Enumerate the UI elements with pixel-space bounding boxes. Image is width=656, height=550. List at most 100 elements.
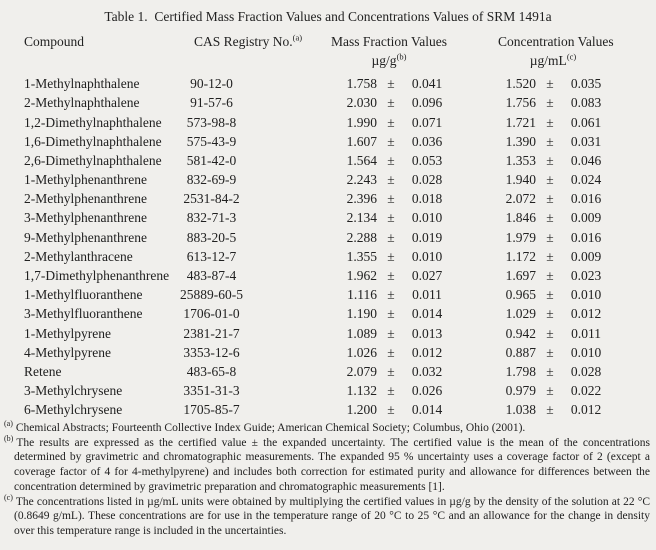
concentration-uncertainty: 0.016 xyxy=(570,191,602,207)
cas-cell: 2531-84-2 xyxy=(183,191,240,207)
mass-fraction-uncertainty: 0.010 xyxy=(411,210,443,226)
header-mass-fraction-unit: µg/g(b) xyxy=(294,50,449,69)
compound-cell: 1,7-Dimethylphenanthrene xyxy=(24,268,170,284)
certified-values-table: Compound CAS Registry No.(a) Mass Fracti… xyxy=(24,33,614,420)
table-row: 3-Methylchrysene 3351-31-3 1.132 ± 0.026… xyxy=(24,382,608,401)
concentration-value: 1.979 xyxy=(505,229,537,245)
concentration-plus-minus: ± xyxy=(546,248,554,264)
mass-fraction-value: 1.962 xyxy=(346,268,377,284)
concentration-value: 1.798 xyxy=(505,363,537,379)
concentration-plus-minus: ± xyxy=(546,402,554,418)
mass-fraction-value: 2.134 xyxy=(346,210,377,226)
footnote-b: (b) The results are expressed as the cert… xyxy=(4,434,650,495)
mass-fraction-value: 1.026 xyxy=(346,344,377,360)
mass-fraction-plus-minus: ± xyxy=(387,325,395,341)
concentration-plus-minus: ± xyxy=(546,363,554,379)
concentration-value: 0.965 xyxy=(505,287,537,303)
column-gap xyxy=(449,152,484,171)
compound-cell: 3-Methylphenanthrene xyxy=(24,210,147,226)
concentration-value: 1.721 xyxy=(505,114,537,130)
footnotes: (a) Chemical Abstracts; Fourteenth Collec… xyxy=(4,420,650,539)
column-gap xyxy=(449,209,484,228)
mass-fraction-value: 1.607 xyxy=(346,133,377,149)
mass-fraction-plus-minus: ± xyxy=(387,229,395,245)
footnote-ref-b: (b) xyxy=(396,51,407,62)
table-row: 2-Methylanthracene 613-12-7 1.355 ± 0.01… xyxy=(24,248,608,267)
compound-cell: 2,6-Dimethylnaphthalene xyxy=(24,152,162,168)
table-title: Table 1. Certified Mass Fraction Values … xyxy=(104,9,552,24)
mass-fraction-plus-minus: ± xyxy=(387,172,395,188)
table-row: 1-Methylphenanthrene 832-69-9 2.243 ± 0.… xyxy=(24,171,608,190)
mass-fraction-value: 2.243 xyxy=(346,172,377,188)
cas-cell: 883-20-5 xyxy=(186,229,237,245)
header-concentration-unit: µg/mL(c) xyxy=(484,50,608,69)
mass-fraction-value: 1.758 xyxy=(346,76,377,92)
cas-cell: 483-65-8 xyxy=(186,363,237,379)
column-gap xyxy=(449,229,484,248)
header-compound: Compound xyxy=(24,34,174,50)
compound-cell: 2-Methylnaphthalene xyxy=(24,95,140,111)
cas-cell: 832-71-3 xyxy=(186,210,237,226)
column-gap xyxy=(449,324,484,343)
concentration-uncertainty: 0.031 xyxy=(570,133,602,149)
column-gap xyxy=(449,382,484,401)
header-cas: CAS Registry No.(a) xyxy=(174,33,302,50)
cas-cell: 2381-21-7 xyxy=(183,325,240,341)
concentration-plus-minus: ± xyxy=(546,114,554,130)
column-gap xyxy=(449,267,484,286)
column-gap xyxy=(449,75,484,94)
compound-cell: Retene xyxy=(24,363,62,379)
mass-fraction-value: 1.355 xyxy=(346,248,377,264)
concentration-unit-label: µg/mL xyxy=(529,53,567,69)
column-gap xyxy=(449,133,484,152)
mass-fraction-plus-minus: ± xyxy=(387,306,395,322)
footnote-ref-a: (a) xyxy=(292,32,303,43)
concentration-value: 1.697 xyxy=(505,268,537,284)
table-row: 4-Methylpyrene 3353-12-6 1.026 ± 0.012 0… xyxy=(24,344,608,363)
compound-cell: 2-Methylanthracene xyxy=(24,248,133,264)
compound-cell: 3-Methylchrysene xyxy=(24,383,123,399)
mass-fraction-uncertainty: 0.096 xyxy=(411,95,443,111)
mass-fraction-plus-minus: ± xyxy=(387,210,395,226)
column-gap xyxy=(449,190,484,209)
concentration-uncertainty: 0.009 xyxy=(570,210,602,226)
mass-fraction-value: 2.288 xyxy=(346,229,377,245)
concentration-uncertainty: 0.046 xyxy=(570,152,602,168)
concentration-plus-minus: ± xyxy=(546,152,554,168)
mass-fraction-uncertainty: 0.071 xyxy=(411,114,443,130)
table-row: 2-Methylphenanthrene 2531-84-2 2.396 ± 0… xyxy=(24,190,608,209)
header-mass-fraction-label: Mass Fraction Values xyxy=(331,34,447,50)
mass-fraction-plus-minus: ± xyxy=(387,248,395,264)
concentration-uncertainty: 0.061 xyxy=(570,114,602,130)
compound-cell: 6-Methylchrysene xyxy=(24,402,123,418)
concentration-value: 1.756 xyxy=(505,95,537,111)
column-gap xyxy=(449,401,484,420)
concentration-plus-minus: ± xyxy=(546,95,554,111)
column-gap xyxy=(449,171,484,190)
mass-fraction-value: 2.079 xyxy=(346,363,377,379)
concentration-uncertainty: 0.012 xyxy=(570,402,602,418)
concentration-value: 1.520 xyxy=(505,76,537,92)
cas-cell: 90-12-0 xyxy=(190,76,233,92)
compound-cell: 9-Methylphenanthrene xyxy=(24,229,147,245)
concentration-plus-minus: ± xyxy=(546,76,554,92)
concentration-plus-minus: ± xyxy=(546,229,554,245)
mass-fraction-value: 1.564 xyxy=(346,152,377,168)
concentration-value: 1.038 xyxy=(505,402,537,418)
footnote-ref-c: (c) xyxy=(566,51,577,62)
table-row: 1,6-Dimethylnaphthalene 575-43-9 1.607 ±… xyxy=(24,133,608,152)
concentration-value: 2.072 xyxy=(505,191,537,207)
footnote-b-text: The results are expressed as the certifi… xyxy=(14,436,650,493)
concentration-value: 0.942 xyxy=(505,325,537,341)
concentration-plus-minus: ± xyxy=(546,133,554,149)
table-row: 1,2-Dimethylnaphthalene 573-98-8 1.990 ±… xyxy=(24,113,608,132)
mass-fraction-uncertainty: 0.012 xyxy=(411,344,443,360)
concentration-uncertainty: 0.024 xyxy=(570,172,602,188)
mass-fraction-value: 1.116 xyxy=(347,287,377,303)
header-cas-label: CAS Registry No. xyxy=(194,34,293,50)
mass-fraction-uncertainty: 0.041 xyxy=(411,76,443,92)
mass-fraction-value: 1.089 xyxy=(346,325,377,341)
column-gap xyxy=(449,363,484,382)
column-gap xyxy=(449,344,484,363)
cas-cell: 581-42-0 xyxy=(186,152,237,168)
